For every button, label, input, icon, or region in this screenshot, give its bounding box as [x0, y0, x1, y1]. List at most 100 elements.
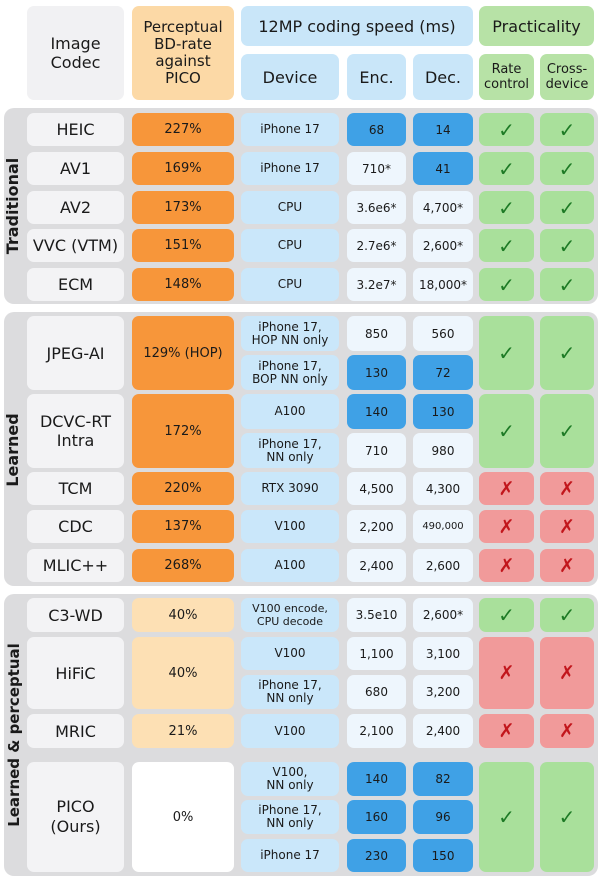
device-av2: CPU: [241, 191, 339, 224]
header-cross-device: Cross- device: [540, 54, 594, 100]
dec-hific-v100: 3,100: [413, 637, 473, 670]
dec-dcvc-a100: 130: [413, 394, 473, 429]
device-tcm: RTX 3090: [241, 472, 339, 505]
bd-rate-jpeg-ai: 129% (HOP): [132, 316, 234, 390]
header-image-codec: Image Codec: [27, 6, 124, 100]
cross-device-ecm: ✓: [540, 268, 594, 301]
enc-hific-v100: 1,100: [347, 637, 406, 670]
rate-control-dcvc-rt-intra: ✓: [479, 394, 534, 468]
device-vvc: CPU: [241, 229, 339, 262]
cross-icon: ✗: [559, 515, 575, 538]
dec-pico-v100: 82: [413, 762, 473, 796]
check-icon: ✓: [558, 419, 576, 443]
cross-device-cdc: ✗: [540, 510, 594, 543]
cross-device-dcvc-rt-intra: ✓: [540, 394, 594, 468]
cross-icon: ✗: [498, 662, 515, 684]
dec-c3-wd: 2,600*: [413, 598, 473, 632]
bd-rate-av1: 169%: [132, 152, 234, 185]
dec-mric: 2,400: [413, 714, 473, 748]
enc-heic: 68: [347, 113, 406, 146]
check-icon: ✓: [498, 805, 515, 829]
codec-c3-wd: C3-WD: [27, 598, 124, 632]
bd-rate-pico: 0%: [132, 762, 234, 872]
header-coding-speed: 12MP coding speed (ms): [241, 6, 473, 46]
enc-av2: 3.6e6*: [347, 191, 406, 224]
header-device: Device: [241, 54, 339, 100]
bd-rate-mlic: 268%: [132, 549, 234, 582]
cross-device-av1: ✓: [540, 152, 594, 185]
dec-ecm: 18,000*: [413, 268, 473, 301]
check-icon: ✓: [498, 156, 515, 181]
cross-device-tcm: ✗: [540, 472, 594, 505]
bd-rate-mric: 21%: [132, 714, 234, 748]
dec-tcm: 4,300: [413, 472, 473, 505]
bd-rate-hific: 40%: [132, 637, 234, 709]
check-icon: ✓: [498, 419, 515, 443]
group-label-learned: Learned: [2, 413, 22, 487]
cross-device-mric: ✗: [540, 714, 594, 748]
rate-control-hific: ✗: [479, 637, 534, 709]
device-av1: iPhone 17: [241, 152, 339, 185]
device-dcvc-a100: A100: [241, 394, 339, 429]
enc-ecm: 3.2e7*: [347, 268, 406, 301]
dec-jpeg-ai-hop: 560: [413, 316, 473, 351]
check-icon: ✓: [498, 272, 515, 297]
cross-icon: ✗: [498, 554, 515, 577]
bd-rate-tcm: 220%: [132, 472, 234, 505]
check-icon: ✓: [558, 603, 576, 627]
cross-device-hific: ✗: [540, 637, 594, 709]
enc-mlic: 2,400: [347, 549, 406, 582]
check-icon: ✓: [558, 117, 576, 142]
enc-jpeg-ai-hop: 850: [347, 316, 406, 351]
bd-rate-vvc: 151%: [132, 229, 234, 262]
rate-control-cdc: ✗: [479, 510, 534, 543]
header-bd-rate: Perceptual BD-rate against PICO: [132, 6, 234, 100]
check-icon: ✓: [558, 805, 576, 829]
codec-ecm: ECM: [27, 268, 124, 301]
enc-cdc: 2,200: [347, 510, 406, 543]
dec-cdc: 490,000: [413, 510, 473, 543]
dec-av2: 4,700*: [413, 191, 473, 224]
codec-av2: AV2: [27, 191, 124, 224]
rate-control-pico: ✓: [479, 762, 534, 872]
check-icon: ✓: [498, 341, 515, 365]
rate-control-av1: ✓: [479, 152, 534, 185]
rate-control-ecm: ✓: [479, 268, 534, 301]
cross-icon: ✗: [559, 662, 575, 684]
cross-device-c3-wd: ✓: [540, 598, 594, 632]
dec-vvc: 2,600*: [413, 229, 473, 262]
rate-control-mlic: ✗: [479, 549, 534, 582]
group-label-learned-perceptual: Learned & perceptual: [5, 643, 23, 827]
dec-hific-iphone: 3,200: [413, 675, 473, 709]
enc-mric: 2,100: [347, 714, 406, 748]
enc-tcm: 4,500: [347, 472, 406, 505]
codec-hific: HiFiC: [27, 637, 124, 709]
device-dcvc-iphone: iPhone 17, NN only: [241, 433, 339, 468]
cross-device-mlic: ✗: [540, 549, 594, 582]
group-label-traditional: Traditional: [2, 157, 22, 255]
bd-rate-heic: 227%: [132, 113, 234, 146]
cross-icon: ✗: [498, 477, 515, 500]
device-pico-v100: V100, NN only: [241, 762, 339, 796]
codec-av1: AV1: [27, 152, 124, 185]
check-icon: ✓: [558, 233, 576, 258]
check-icon: ✓: [558, 272, 576, 297]
header-dec: Dec.: [413, 54, 473, 100]
cross-icon: ✗: [559, 477, 575, 500]
cross-device-heic: ✓: [540, 113, 594, 146]
codec-tcm: TCM: [27, 472, 124, 505]
dec-pico-iphone-nn: 96: [413, 800, 473, 834]
cross-device-pico: ✓: [540, 762, 594, 872]
codec-mlic: MLIC++: [27, 549, 124, 582]
dec-jpeg-ai-bop: 72: [413, 355, 473, 390]
codec-cdc: CDC: [27, 510, 124, 543]
check-icon: ✓: [558, 156, 576, 181]
header-practicality: Practicality: [479, 6, 594, 46]
rate-control-c3-wd: ✓: [479, 598, 534, 632]
enc-av1: 710*: [347, 152, 406, 185]
device-jpeg-ai-bop: iPhone 17, BOP NN only: [241, 355, 339, 390]
rate-control-heic: ✓: [479, 113, 534, 146]
device-hific-v100: V100: [241, 637, 339, 670]
enc-jpeg-ai-bop: 130: [347, 355, 406, 390]
device-hific-iphone: iPhone 17, NN only: [241, 675, 339, 709]
